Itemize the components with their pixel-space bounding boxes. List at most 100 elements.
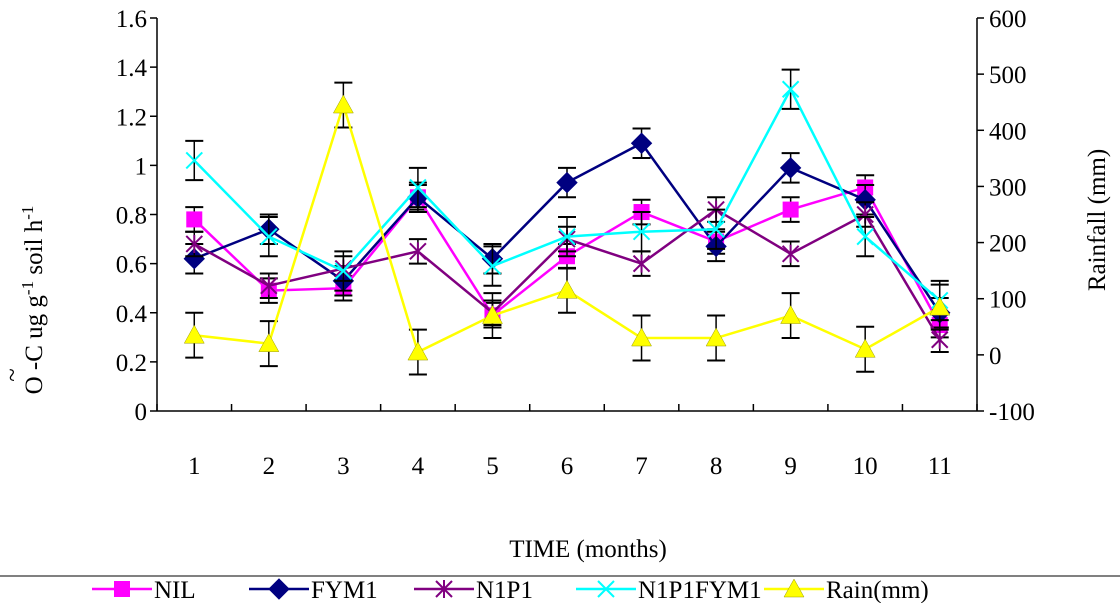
legend-label: FYM1: [311, 577, 378, 603]
data-point-n1p1fym1-stroke: [409, 178, 427, 197]
data-point-rain-mm: [929, 296, 951, 316]
y-right-tick-label: 0: [989, 343, 1002, 370]
data-point-rain-mm: [258, 333, 280, 352]
y-right-tick-label: -100: [989, 399, 1035, 426]
y-left-tick-label: 1: [135, 153, 148, 180]
data-point-rain-mm: [482, 305, 503, 324]
data-point-nil: [782, 201, 799, 218]
data-point-n1p1fym1-stroke: [185, 151, 203, 170]
data-point-fym1: [779, 157, 802, 179]
series-n1p1fym1: [185, 68, 949, 322]
data-point-n1p1: [781, 244, 800, 263]
data-point-n1p1: [931, 330, 949, 349]
legend-item-n1p1fym1: N1P1FYM1: [576, 577, 762, 603]
x-tick-label: 10: [853, 453, 878, 480]
y-left-title-tilde: ~: [0, 368, 26, 382]
legend-marker: [597, 580, 615, 598]
legend: NIL FYM1 N1P1 N1P1FYM1 Rain(mm): [92, 577, 929, 603]
data-point-n1p1fym1: [781, 80, 800, 98]
data-point-rain-mm: [780, 305, 802, 324]
x-tick-label: 9: [784, 453, 797, 480]
y-left-axis-title: O -C ug g-1 soil h-1: [18, 206, 48, 395]
x-tick-label: 8: [710, 453, 723, 480]
y-right-tick-label: 500: [989, 62, 1027, 89]
data-point-n1p1fym1: [185, 151, 203, 170]
legend-label: N1P1FYM1: [638, 577, 762, 603]
legend-item-nil: NIL: [92, 577, 196, 603]
svg-text:O -C ug g-1 soil h-1: O -C ug g-1 soil h-1: [18, 206, 48, 395]
x-tick-labels: 1 2 3 4 5 6 7 8 9 10 11: [188, 453, 952, 480]
x-tick-label: 4: [412, 453, 425, 480]
y-left-tick-label: 0: [135, 399, 148, 426]
legend-item-n1p1: N1P1: [414, 577, 533, 603]
data-point-n1p1: [409, 242, 427, 261]
data-point-n1p1fym1: [856, 227, 874, 246]
data-point-n1p1fym1: [558, 227, 576, 246]
y-left-tick-label: 1.6: [116, 6, 147, 33]
data-point-n1p1: [632, 254, 651, 273]
legend-label: N1P1: [476, 577, 533, 603]
data-point-rain-mm: [183, 324, 205, 344]
data-point-rain-mm: [705, 327, 727, 347]
x-tick-label: 1: [188, 453, 201, 480]
data-point-nil: [186, 211, 203, 228]
x-tick-label: 2: [263, 453, 276, 480]
x-tick-label: 6: [561, 453, 574, 480]
data-point-rain-mm: [332, 94, 354, 114]
data-point-fym1: [556, 171, 578, 194]
data-point-n1p1fym1-stroke: [632, 222, 651, 241]
data-point-n1p1fym1-stroke: [483, 257, 502, 275]
axes-layer: [150, 17, 984, 412]
y-right-tick-label: 200: [989, 231, 1027, 258]
right-tick-labels: -100 0 100 200 300 400 500 600: [989, 6, 1035, 426]
y-left-title-exp1: -1: [18, 281, 37, 295]
y-right-axis-title: Rainfall (mm): [1084, 149, 1111, 291]
data-point-n1p1fym1: [483, 257, 502, 275]
y-left-tick-label: 1.4: [116, 55, 148, 82]
data-point-n1p1fym1-stroke: [558, 227, 576, 246]
y-left-title-soil: soil h: [21, 219, 48, 281]
series-layer: [183, 68, 951, 376]
y-right-tick-label: 100: [989, 287, 1027, 314]
legend-item-fym1: FYM1: [249, 577, 378, 603]
data-point-rain-mm: [556, 279, 578, 299]
y-left-tick-label: 0.4: [116, 301, 148, 328]
data-point-n1p1fym1-stroke: [856, 227, 874, 246]
legend-marker-stroke: [597, 580, 615, 598]
data-point-rain-mm: [854, 338, 876, 358]
legend-item-rain-mm: Rain(mm): [764, 577, 929, 603]
legend-marker: [783, 578, 805, 598]
data-point-n1p1: [185, 234, 203, 253]
y-right-tick-label: 600: [989, 6, 1027, 33]
y-left-tick-label: 0.6: [116, 252, 147, 279]
data-point-n1p1fym1: [632, 222, 651, 241]
y-left-tick-label: 0.8: [116, 203, 147, 230]
legend-marker: [114, 581, 130, 597]
x-tick-label: 5: [486, 453, 499, 480]
data-point-n1p1fym1-stroke: [334, 262, 353, 280]
y-left-tick-label: 1.2: [116, 104, 147, 131]
x-axis-title: TIME (months): [509, 536, 667, 563]
series-rain-mm: [183, 81, 951, 376]
x-tick-label: 11: [928, 453, 952, 480]
y-right-tick-label: 400: [989, 118, 1027, 145]
data-point-n1p1fym1: [334, 262, 353, 280]
y-left-title-exp2: -1: [18, 206, 37, 220]
data-point-n1p1fym1: [409, 178, 427, 197]
left-tick-labels: 0 0.2 0.4 0.6 0.8 1 1.2 1.4 1.6: [116, 6, 148, 426]
x-tick-label: 7: [635, 453, 648, 480]
legend-marker: [435, 580, 453, 598]
legend-label: Rain(mm): [826, 577, 929, 603]
legend-marker: [268, 578, 290, 600]
y-left-title-main: O -C ug g: [21, 295, 48, 395]
legend-label: NIL: [154, 577, 196, 603]
x-tick-label: 3: [337, 453, 350, 480]
data-point-n1p1fym1-stroke: [781, 80, 800, 98]
data-point-n1p1: [260, 276, 278, 295]
y-right-tick-label: 300: [989, 174, 1027, 201]
y-left-tick-label: 0.2: [116, 350, 147, 377]
data-point-rain-mm: [631, 327, 652, 347]
data-point-fym1: [630, 132, 653, 154]
data-point-n1p1fym1: [260, 227, 278, 246]
